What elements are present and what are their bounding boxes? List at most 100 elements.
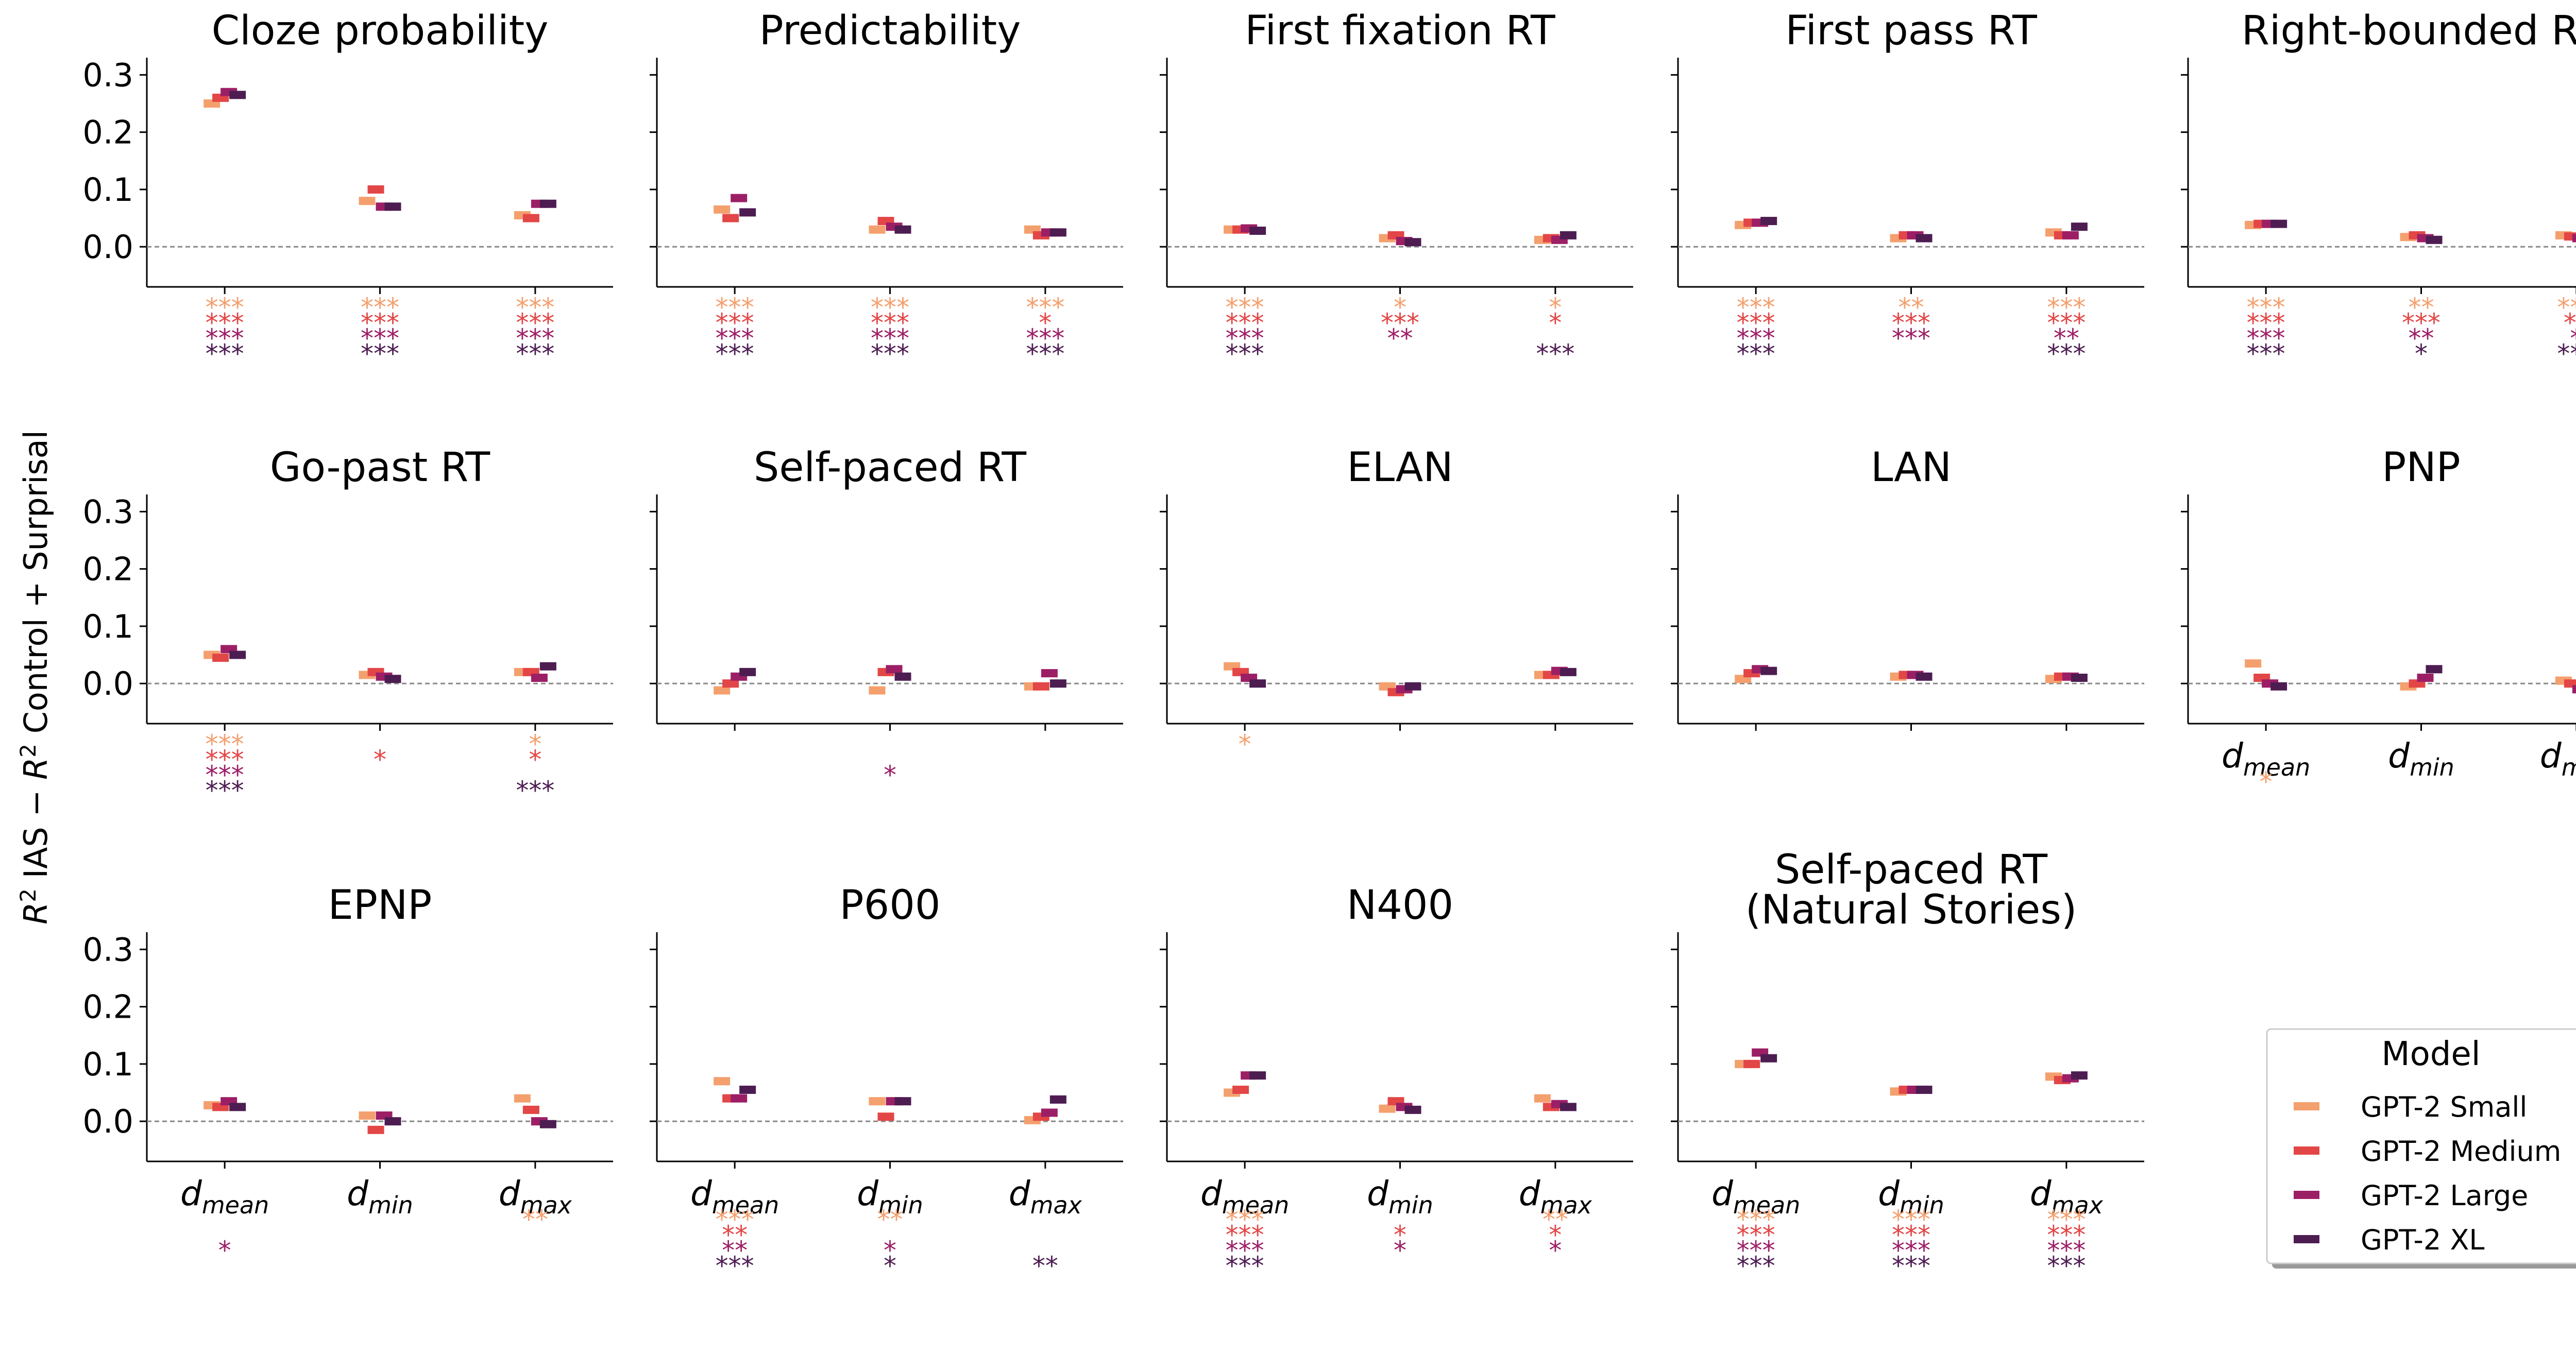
significance-marker: *: [884, 1236, 896, 1265]
data-point-gpt-2-large: [2417, 674, 2434, 682]
significance-marker: **: [877, 1205, 903, 1235]
significance-marker: *: [1549, 1236, 1562, 1265]
significance-marker: ***: [2047, 308, 2086, 338]
panel-title: LAN: [1871, 444, 1952, 491]
significance-marker: ***: [2047, 1236, 2086, 1265]
significance-marker: ***: [2557, 293, 2576, 322]
data-point-gpt-2-small: [2245, 659, 2262, 668]
significance-marker: ***: [206, 339, 244, 369]
significance-marker: ***: [2402, 308, 2441, 338]
x-tick-label: dmean: [180, 1174, 269, 1219]
significance-marker: **: [2054, 323, 2079, 353]
data-point-gpt-2-xl: [229, 650, 246, 659]
significance-marker: ***: [361, 339, 399, 369]
x-tick-label: dmin: [347, 1174, 413, 1219]
significance-marker: ***: [1026, 339, 1064, 369]
significance-marker: **: [722, 1236, 748, 1265]
significance-marker: ***: [871, 308, 909, 338]
data-point-gpt-2-small: [869, 225, 886, 234]
significance-marker: ***: [206, 308, 244, 338]
significance-marker: ***: [2047, 293, 2086, 322]
significance-marker: ***: [516, 293, 554, 322]
significance-marker: ***: [206, 745, 244, 775]
significance-marker: ***: [2247, 308, 2285, 338]
significance-marker: ***: [2247, 293, 2285, 322]
data-point-gpt-2-large: [731, 194, 748, 202]
x-tick-label: dmean: [1200, 1174, 1289, 1219]
panel-title: EPNP: [328, 882, 432, 929]
panel-title: First fixation RT: [1245, 8, 1555, 54]
panel-title: ELAN: [1347, 444, 1453, 491]
significance-marker: *: [1549, 1220, 1562, 1250]
x-tick-label: dmax: [499, 1174, 572, 1219]
data-point-gpt-2-medium: [212, 654, 229, 662]
data-point-gpt-2-small: [869, 686, 886, 695]
significance-marker: *: [1394, 1236, 1406, 1265]
significance-marker: ***: [206, 729, 244, 759]
data-point-gpt-2-xl: [1916, 234, 1933, 243]
significance-marker: ***: [516, 323, 554, 353]
legend-swatch: [2294, 1146, 2319, 1155]
data-point-gpt-2-medium: [1032, 682, 1049, 691]
data-point-gpt-2-xl: [2071, 222, 2088, 231]
significance-marker: ***: [361, 308, 399, 338]
data-point-gpt-2-xl: [229, 1103, 246, 1111]
significance-marker: ***: [716, 293, 754, 322]
data-point-gpt-2-large: [731, 1094, 748, 1103]
significance-marker: **: [1032, 1251, 1058, 1281]
data-point-gpt-2-xl: [384, 1117, 401, 1126]
data-point-gpt-2-xl: [384, 202, 401, 211]
panel-title: Self-paced RT: [1775, 847, 2048, 893]
panel-title: N400: [1347, 882, 1453, 929]
legend-label: GPT-2 Small: [2361, 1091, 2527, 1123]
significance-marker: *: [529, 729, 541, 759]
significance-marker: *: [1549, 293, 1562, 322]
x-tick-label: dmean: [690, 1174, 779, 1219]
x-tick-label: dmean: [2222, 736, 2310, 781]
data-point-gpt-2-small: [359, 197, 376, 205]
legend-title: Model: [2381, 1035, 2480, 1073]
significance-marker: ***: [716, 1251, 754, 1281]
x-tick-label: dmin: [1367, 1174, 1433, 1219]
data-point-gpt-2-xl: [2270, 682, 2287, 691]
legend-label: GPT-2 XL: [2361, 1224, 2485, 1256]
data-point-gpt-2-large: [1041, 1108, 1058, 1117]
significance-marker: *: [374, 745, 386, 775]
significance-marker: ***: [361, 293, 399, 322]
significance-marker: ***: [1737, 1220, 1775, 1250]
significance-marker: ***: [2247, 323, 2285, 353]
significance-marker: ***: [1536, 339, 1574, 369]
data-point-gpt-2-small: [714, 205, 731, 214]
data-point-gpt-2-medium: [367, 1125, 384, 1134]
significance-marker: *: [884, 760, 896, 790]
significance-marker: ***: [1026, 293, 1064, 322]
significance-marker: *: [1039, 308, 1052, 338]
data-point-gpt-2-xl: [1049, 679, 1066, 688]
data-point-gpt-2-small: [1534, 1094, 1551, 1103]
data-point-gpt-2-xl: [2071, 1071, 2088, 1080]
data-point-gpt-2-xl: [739, 208, 756, 217]
data-point-gpt-2-medium: [522, 214, 539, 222]
significance-marker: ***: [361, 323, 399, 353]
significance-marker: ***: [716, 1205, 754, 1235]
data-point-gpt-2-xl: [1049, 1095, 1066, 1104]
data-point-gpt-2-small: [514, 1094, 531, 1103]
data-point-gpt-2-xl: [1249, 226, 1266, 235]
data-point-gpt-2-xl: [2426, 235, 2443, 244]
y-tick-label: 0.1: [82, 1046, 133, 1083]
x-tick-label: dmean: [1711, 1174, 1800, 1219]
y-tick-label: 0.3: [82, 931, 133, 968]
data-point-gpt-2-xl: [229, 91, 246, 99]
significance-marker: **: [722, 1220, 748, 1250]
significance-marker: ***: [1226, 1220, 1264, 1250]
data-point-gpt-2-xl: [894, 1097, 911, 1106]
data-point-gpt-2-xl: [1404, 238, 1421, 247]
significance-marker: *: [2415, 339, 2428, 369]
panel-title: Self-paced RT: [754, 444, 1027, 491]
legend-label: GPT-2 Medium: [2361, 1135, 2561, 1168]
data-point-gpt-2-small: [359, 1111, 376, 1120]
significance-marker: ***: [516, 776, 554, 806]
significance-marker: **: [2564, 308, 2576, 338]
significance-marker: ***: [2247, 339, 2285, 369]
significance-marker: ***: [516, 308, 554, 338]
